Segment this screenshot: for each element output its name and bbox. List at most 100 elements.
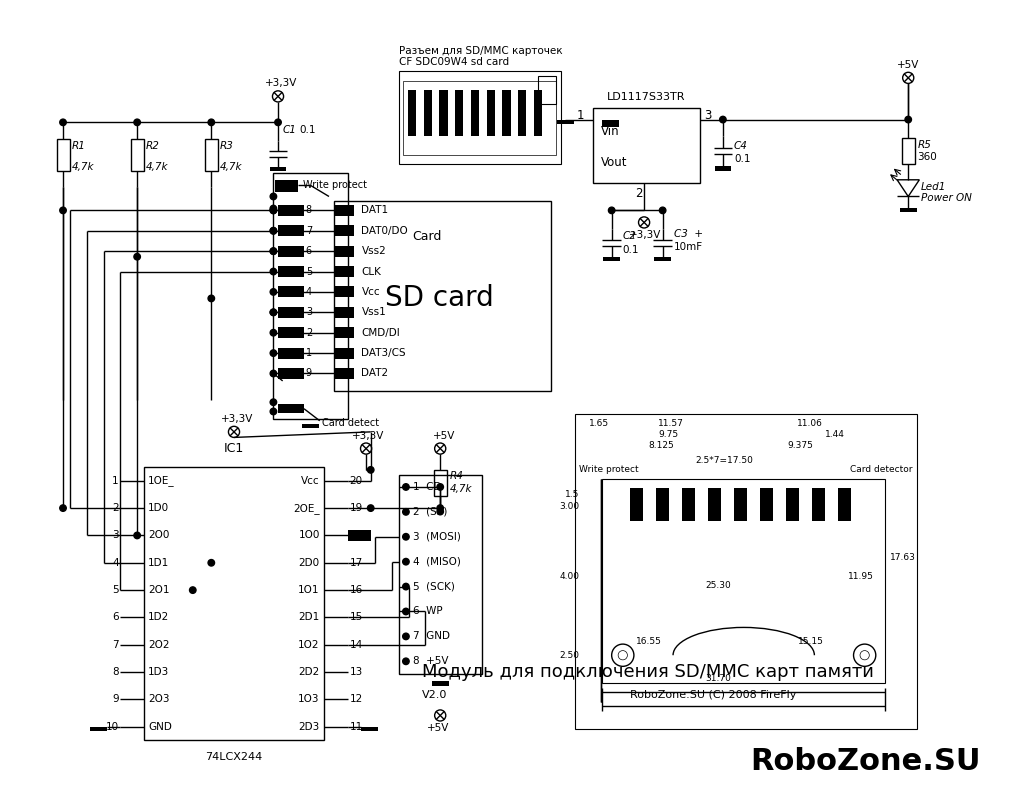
Text: R2: R2 [145,140,160,151]
Text: R5: R5 [917,139,931,150]
Text: 1O2: 1O2 [298,640,320,650]
Bar [278,245,304,257]
Text: DAT1: DAT1 [362,206,389,215]
Text: 9: 9 [306,369,312,378]
Circle shape [403,608,409,615]
Text: 1: 1 [112,475,118,486]
Text: 1.5: 1.5 [565,490,579,500]
Bar [333,327,355,339]
Bar [518,90,526,136]
Text: 25.30: 25.30 [705,582,731,590]
Text: Card: Card [412,230,441,243]
Bar [333,245,355,257]
Bar [557,120,574,124]
Bar [630,488,643,521]
Text: 15.15: 15.15 [798,637,824,646]
Text: 2: 2 [112,503,118,513]
Text: Vin: Vin [601,125,619,139]
Text: 2D1: 2D1 [299,612,320,622]
Text: 7: 7 [306,226,312,236]
Bar [276,180,298,192]
Text: 11.06: 11.06 [797,419,823,428]
Text: Write protect: Write protect [579,466,639,475]
Bar [760,488,773,521]
Text: +5V: +5V [427,723,449,732]
Text: 1: 1 [306,348,312,358]
Text: RoboZone.SU: RoboZone.SU [750,748,981,776]
Circle shape [905,117,911,123]
Circle shape [660,207,666,214]
Bar [90,727,107,731]
Text: 16.55: 16.55 [635,637,662,646]
Text: 0.1: 0.1 [623,245,639,255]
Text: 4,7k: 4,7k [219,162,242,172]
Text: 17: 17 [349,558,363,568]
Text: C2: C2 [623,232,636,241]
Circle shape [403,658,409,664]
Circle shape [270,399,277,406]
Bar [534,90,542,136]
Text: 2O0: 2O0 [148,531,170,540]
Bar [399,475,482,674]
Text: 3  (MOSI): 3 (MOSI) [413,532,462,542]
Text: 4  (MISO): 4 (MISO) [413,556,462,567]
Circle shape [720,117,726,123]
Text: Vcc: Vcc [301,475,320,486]
Text: Write protect: Write protect [303,181,367,190]
Bar [408,90,416,136]
Text: 9.375: 9.375 [788,441,814,450]
Text: CF SDC09W4 sd card: CF SDC09W4 sd card [399,57,509,67]
Bar [270,167,287,172]
Bar [278,307,304,318]
Bar [602,480,885,683]
Bar [333,368,355,379]
Text: DAT2: DAT2 [362,369,389,378]
Bar [423,90,432,136]
Circle shape [60,207,67,214]
Circle shape [437,484,443,490]
Bar [656,488,669,521]
Text: 2D3: 2D3 [299,722,320,731]
Text: 9: 9 [112,694,118,705]
Circle shape [403,633,409,640]
Text: 4.00: 4.00 [560,572,579,581]
Text: 2: 2 [635,187,642,200]
Circle shape [403,583,409,590]
Text: 1.65: 1.65 [589,419,609,428]
Circle shape [403,534,409,540]
Circle shape [134,532,140,539]
Circle shape [134,254,140,260]
Bar [432,681,448,686]
Text: 8: 8 [306,206,312,215]
Bar [902,138,915,164]
Text: 8: 8 [112,667,118,677]
Text: 3: 3 [306,307,312,318]
Circle shape [60,119,67,126]
Circle shape [270,228,277,234]
Circle shape [270,248,277,254]
Bar [143,467,324,740]
Text: 2: 2 [306,328,312,338]
Circle shape [270,330,277,336]
Text: 1D2: 1D2 [148,612,170,622]
Text: 4,7k: 4,7k [449,484,472,494]
Bar [274,173,347,419]
Circle shape [403,509,409,515]
Text: SD card: SD card [385,284,493,313]
Text: DAT3/CS: DAT3/CS [362,348,406,358]
Bar [399,71,561,164]
Text: +3,3V: +3,3V [629,230,662,241]
Bar [786,488,799,521]
Bar [278,347,304,359]
Bar [439,90,447,136]
Text: 1O0: 1O0 [298,531,320,540]
Circle shape [270,408,277,415]
Text: 2  (SS): 2 (SS) [413,507,447,517]
Circle shape [270,268,277,275]
Bar [654,257,671,262]
Bar [333,225,355,237]
Text: 20: 20 [349,475,363,486]
Text: Card detector: Card detector [850,466,913,475]
Bar [333,287,355,297]
Text: CLK: CLK [362,266,382,276]
